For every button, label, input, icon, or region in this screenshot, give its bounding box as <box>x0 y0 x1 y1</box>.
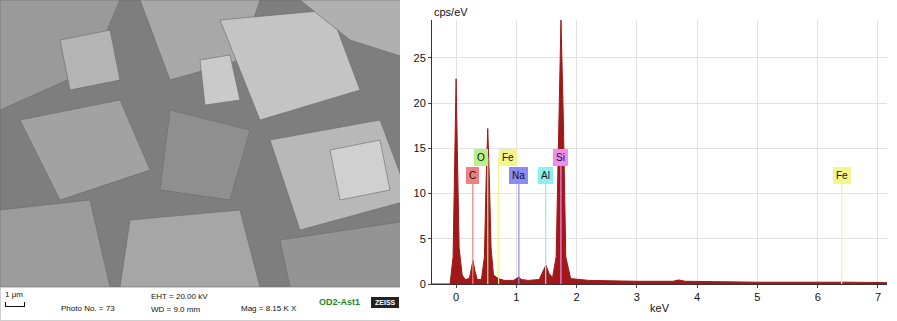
svg-text:1: 1 <box>513 291 519 303</box>
svg-text:6: 6 <box>815 291 821 303</box>
html-text:Photo No. = 73: Photo No. = 73 <box>61 304 115 313</box>
svg-text:Fe: Fe <box>502 152 514 163</box>
svg-text:10: 10 <box>414 187 426 199</box>
svg-text:5: 5 <box>420 233 426 245</box>
svg-text:cps/eV: cps/eV <box>434 6 468 18</box>
html-text:OD2-Ast1: OD2-Ast1 <box>319 297 360 307</box>
svg-text:0: 0 <box>453 291 459 303</box>
svg-text:15: 15 <box>414 142 426 154</box>
html-text:1 μm: 1 μm <box>5 290 23 299</box>
svg-text:0: 0 <box>420 278 426 290</box>
svg-text:3: 3 <box>634 291 640 303</box>
svg-text:2: 2 <box>574 291 580 303</box>
svg-text:5: 5 <box>754 291 760 303</box>
html-text:EHT = 20.00 kV: EHT = 20.00 kV <box>151 292 208 301</box>
html-text:ZEISS: ZEISS <box>375 299 396 306</box>
svg-text:keV: keV <box>650 302 670 314</box>
svg-text:O: O <box>477 152 485 163</box>
svg-text:25: 25 <box>414 52 426 64</box>
svg-text:Al: Al <box>541 170 550 181</box>
html-text:WD = 9.0 mm: WD = 9.0 mm <box>151 305 201 314</box>
html-text:Mag = 8.15 K X: Mag = 8.15 K X <box>241 304 297 313</box>
svg-text:4: 4 <box>694 291 700 303</box>
svg-text:Si: Si <box>556 152 565 163</box>
svg-text:Na: Na <box>512 170 525 181</box>
svg-text:Fe: Fe <box>836 170 848 181</box>
svg-text:C: C <box>469 170 476 181</box>
svg-text:20: 20 <box>414 97 426 109</box>
svg-text:7: 7 <box>875 291 881 303</box>
